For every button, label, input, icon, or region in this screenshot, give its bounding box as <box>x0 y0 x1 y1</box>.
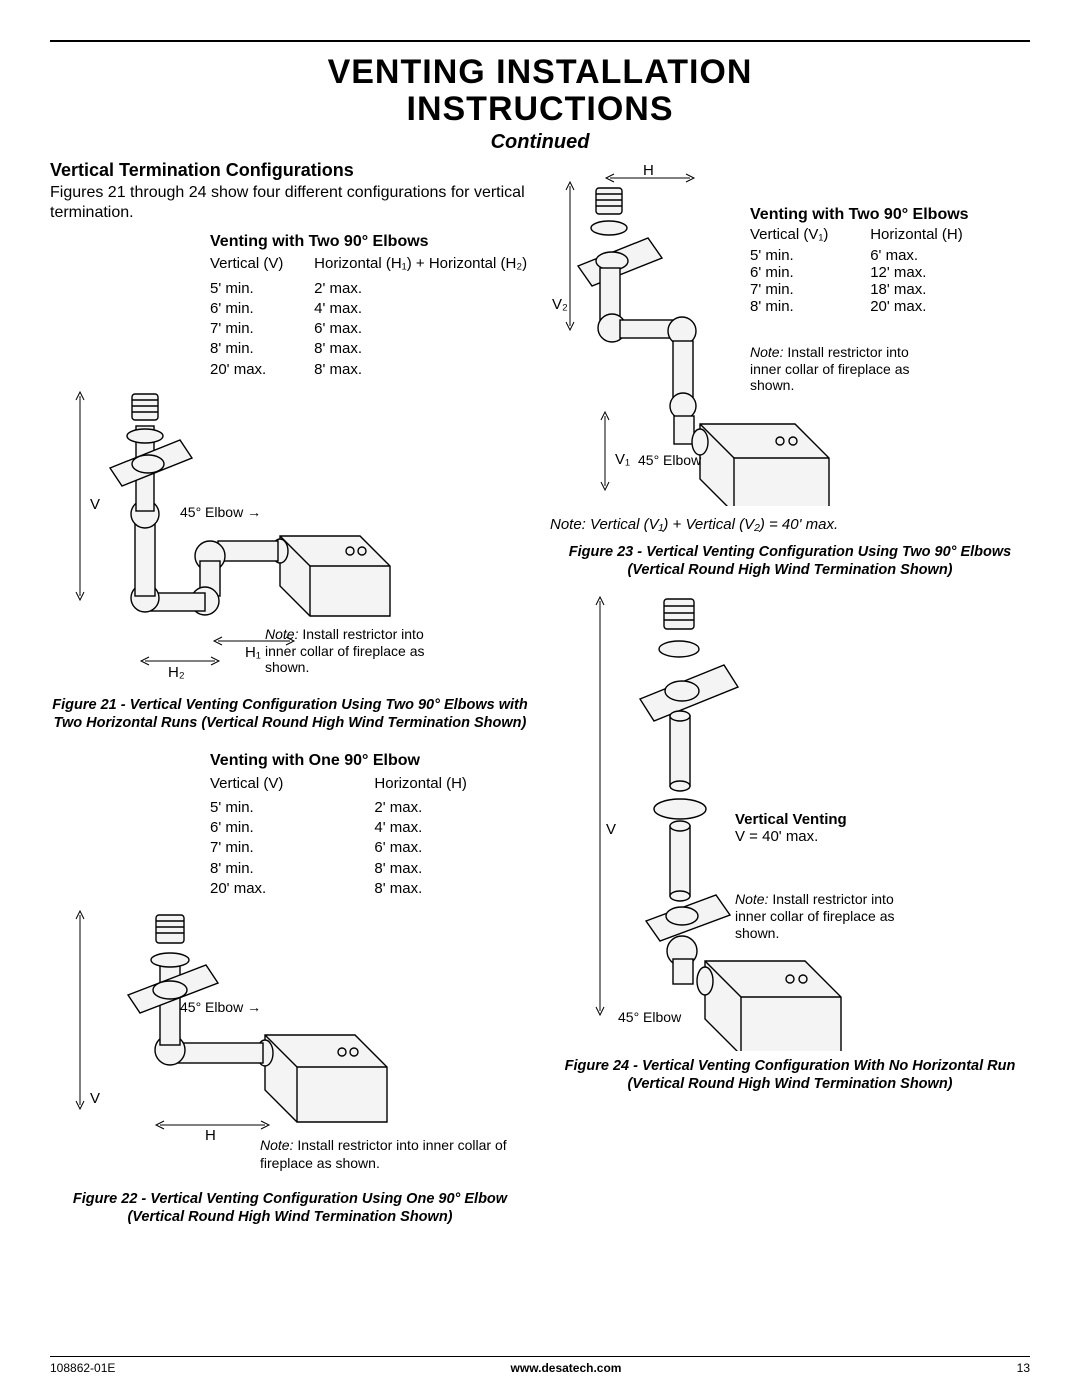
fig23-table-title: Venting with Two 90° Elbows <box>750 206 969 224</box>
cell: 20' max. <box>870 298 968 315</box>
right-column: H V₂ V₁ 45° Elbow Venting with Two 90° E… <box>550 160 1030 1227</box>
cell: 20' max. <box>210 879 346 899</box>
cell: 6' max. <box>314 319 530 339</box>
cell: 8' min. <box>210 339 286 359</box>
page-footer: 108862-01E www.desatech.com 13 <box>50 1356 1030 1375</box>
fig21-elbow-label: 45° Elbow → <box>180 504 261 520</box>
cell: 18' max. <box>870 281 968 298</box>
cell: 2' max. <box>374 798 530 818</box>
fig21-caption: Figure 21 - Vertical Venting Configurati… <box>50 696 530 732</box>
fig23-diagram: H V₂ V₁ 45° Elbow Venting with Two 90° E… <box>550 166 1030 506</box>
fig23-sum-note: Note: Vertical (V₁) + Vertical (V₂) = 40… <box>550 516 1030 533</box>
fig22-diagram: V H 45° Elbow → <box>50 905 530 1165</box>
fig24-vv-block: Vertical Venting V = 40' max. <box>735 811 847 845</box>
fig23-col1-header: Vertical (V₁) <box>750 226 834 243</box>
fig24-restrictor-note: Note: Install restrictor into inner coll… <box>735 891 905 941</box>
fig21-table: Venting with Two 90° Elbows Vertical (V)… <box>210 231 530 380</box>
cell: 6' max. <box>374 838 530 858</box>
fig24-elbow-label: 45° Elbow <box>618 1009 681 1025</box>
cell: 8' max. <box>314 339 530 359</box>
intro-text: Figures 21 through 24 show four differen… <box>50 183 530 223</box>
fig21-diagram: V 45° Elbow → H₁ H₂ Note: Install restri… <box>50 386 530 686</box>
cell: 5' min. <box>210 279 286 299</box>
fig23-restrictor-note: Note: Install restrictor into inner coll… <box>750 344 920 394</box>
title-line-2: INSTRUCTIONS <box>407 90 674 128</box>
fig23-caption: Figure 23 - Vertical Venting Configurati… <box>550 543 1030 579</box>
fig21-restrictor-note: Note: Install restrictor into inner coll… <box>265 626 435 676</box>
fig21-col1-header: Vertical (V) <box>210 254 286 274</box>
continued-label: Continued <box>50 131 1030 154</box>
fig23-h-label: H <box>643 162 654 179</box>
cell: 8' min. <box>750 298 834 315</box>
cell: 8' max. <box>374 879 530 899</box>
cell: 2' max. <box>314 279 530 299</box>
cell: 8' max. <box>374 859 530 879</box>
cell: 5' min. <box>750 247 834 264</box>
fig21-table-title: Venting with Two 90° Elbows <box>210 231 530 253</box>
fig24-diagram: V Vertical Venting V = 40' max. Note: In… <box>550 591 1030 1051</box>
fig21-col2-header: Horizontal (H₁) + Horizontal (H₂) <box>314 254 530 274</box>
fig24-vv-value: V = 40' max. <box>735 828 847 845</box>
fig22-col2-header: Horizontal (H) <box>374 774 530 794</box>
fig23-col2-header: Horizontal (H) <box>870 226 968 243</box>
fig22-elbow-label: 45° Elbow → <box>180 999 261 1015</box>
fig22-h-label: H <box>205 1127 216 1144</box>
fig24-caption: Figure 24 - Vertical Venting Configurati… <box>550 1057 1030 1093</box>
cell: 5' min. <box>210 798 346 818</box>
left-column: Vertical Termination Configurations Figu… <box>50 160 530 1227</box>
fig23-v1-label: V₁ <box>615 451 630 468</box>
fig22-v-label: V <box>90 1090 100 1107</box>
fig23-elbow-label: 45° Elbow <box>638 452 701 468</box>
cell: 8' max. <box>314 360 530 380</box>
fig23-table: Venting with Two 90° Elbows Vertical (V₁… <box>750 206 969 315</box>
fig22-table-title: Venting with One 90° Elbow <box>210 750 530 772</box>
fig21-h2-label: H₂ <box>168 664 185 681</box>
fig22-caption: Figure 22 - Vertical Venting Configurati… <box>50 1190 530 1226</box>
cell: 6' min. <box>750 264 834 281</box>
section-heading: Vertical Termination Configurations <box>50 160 530 181</box>
fig22-col1-header: Vertical (V) <box>210 774 346 794</box>
fig21-v-label: V <box>90 496 100 513</box>
fig21-h1-label: H₁ <box>245 644 261 661</box>
cell: 6' min. <box>210 299 286 319</box>
footer-right: 13 <box>1017 1361 1030 1375</box>
cell: 4' max. <box>314 299 530 319</box>
fig22-table: Venting with One 90° Elbow Vertical (V) … <box>210 750 530 899</box>
cell: 7' min. <box>750 281 834 298</box>
cell: 7' min. <box>210 838 346 858</box>
cell: 4' max. <box>374 818 530 838</box>
fig24-vv-title: Vertical Venting <box>735 811 847 828</box>
cell: 7' min. <box>210 319 286 339</box>
footer-center: www.desatech.com <box>511 1361 622 1375</box>
cell: 20' max. <box>210 360 286 380</box>
fig24-v-label: V <box>606 821 616 838</box>
fig23-v2-label: V₂ <box>552 296 568 313</box>
page-title: VENTING INSTALLATION INSTRUCTIONS <box>50 54 1030 129</box>
footer-left: 108862-01E <box>50 1361 115 1375</box>
title-line-1: VENTING INSTALLATION <box>328 53 753 91</box>
cell: 12' max. <box>870 264 968 281</box>
cell: 8' min. <box>210 859 346 879</box>
cell: 6' max. <box>870 247 968 264</box>
cell: 6' min. <box>210 818 346 838</box>
